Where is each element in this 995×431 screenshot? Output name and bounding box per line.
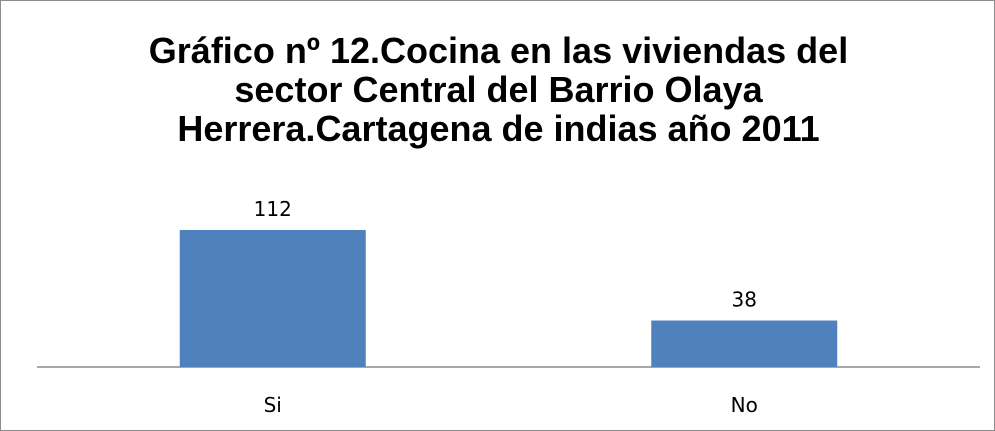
data-label-no: 38 — [732, 288, 757, 312]
bar-si — [179, 230, 366, 367]
data-label-si: 112 — [254, 197, 292, 221]
bar-no — [651, 320, 838, 367]
x-tick-label-si: Si — [264, 393, 282, 417]
x-tick-label-no: No — [731, 393, 758, 417]
chart-title: Gráfico nº 12.Cocina en las viviendas de… — [148, 30, 849, 149]
